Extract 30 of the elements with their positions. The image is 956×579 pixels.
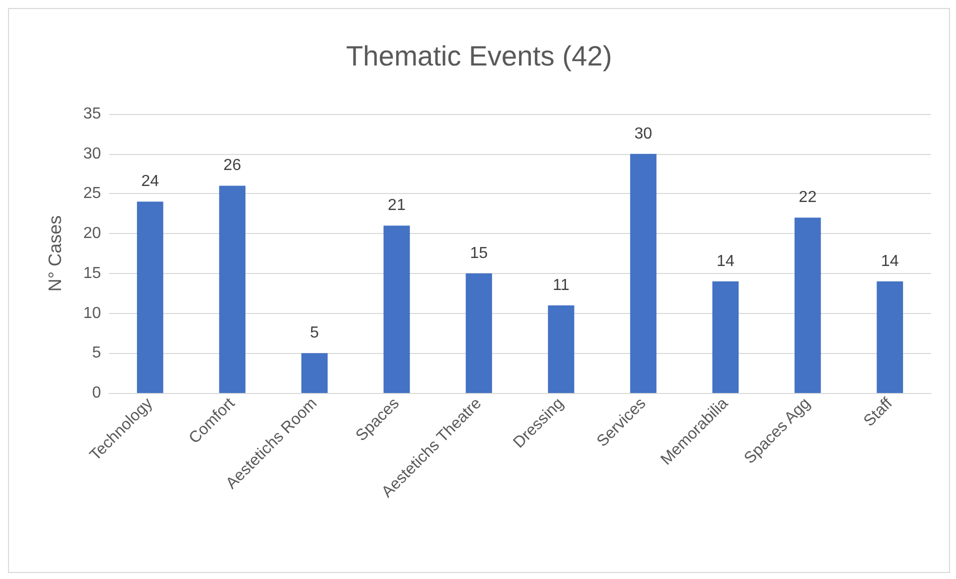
data-label: 5 [310, 324, 320, 342]
bar [301, 353, 328, 393]
data-label: 15 [470, 244, 488, 262]
data-label: 21 [388, 197, 406, 214]
data-label: 22 [798, 189, 817, 206]
data-label: 24 [141, 173, 160, 190]
y-axis-title: N° Cases [45, 215, 65, 292]
bar [219, 186, 246, 393]
data-label: 11 [552, 276, 570, 294]
bar [136, 202, 164, 393]
y-tick-label: 30 [83, 145, 102, 162]
bar [794, 218, 821, 393]
bar [876, 281, 904, 393]
data-label: 30 [634, 125, 652, 142]
bar [384, 226, 410, 393]
y-tick-label: 15 [83, 264, 102, 282]
y-tick-label: 20 [83, 225, 102, 242]
data-label: 26 [223, 157, 242, 174]
chart-title: Thematic Events (42) [346, 40, 612, 72]
data-label: 14 [881, 252, 899, 270]
y-tick-label: 35 [83, 106, 102, 122]
bar [630, 154, 656, 393]
bar [466, 273, 492, 393]
data-label: 14 [716, 252, 734, 270]
bar [712, 281, 739, 393]
y-tick-label: 10 [83, 304, 102, 322]
y-tick-label: 5 [92, 344, 102, 362]
y-tick-label: 0 [92, 384, 102, 402]
bar [548, 305, 574, 393]
y-tick-label: 25 [83, 185, 102, 202]
